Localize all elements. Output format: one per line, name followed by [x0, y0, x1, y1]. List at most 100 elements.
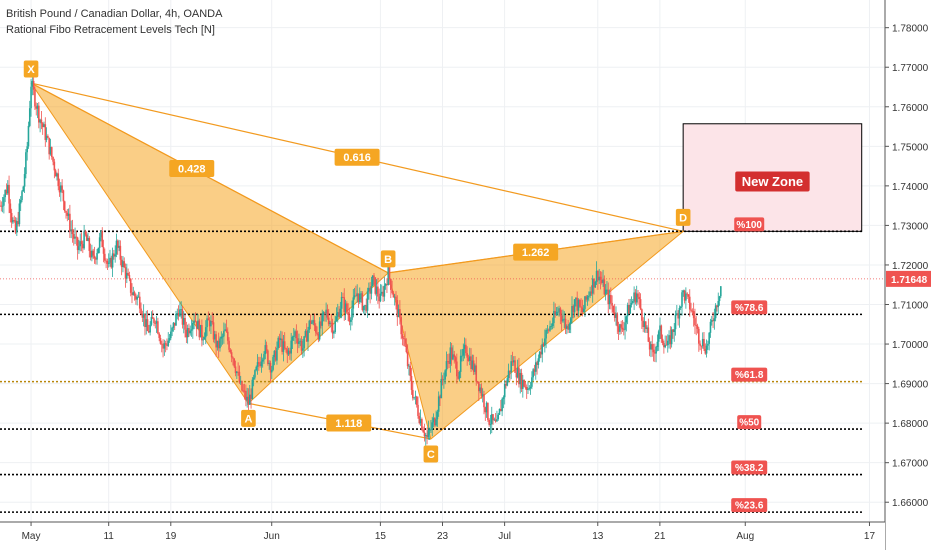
- candle-body: [490, 414, 493, 425]
- candle-body: [408, 365, 410, 367]
- candle-body: [505, 383, 507, 386]
- candle-body: [250, 394, 252, 400]
- candle-body: [634, 292, 637, 303]
- ratio-label-0-616: 0.616: [334, 148, 380, 166]
- candle-body: [461, 355, 463, 357]
- candle-body: [300, 340, 303, 351]
- point-label-d-bg: [675, 208, 691, 226]
- candle-body: [515, 372, 518, 378]
- candle-body: [441, 378, 444, 380]
- candle-body: [622, 329, 625, 331]
- candle-body: [349, 319, 352, 322]
- candle-body: [49, 147, 52, 155]
- candle-body: [96, 253, 98, 260]
- candle-body: [229, 349, 232, 353]
- fib-level-label-text: %23.6: [735, 501, 764, 512]
- candle-body: [214, 334, 216, 340]
- candle-body: [563, 318, 566, 320]
- candle-body: [102, 247, 105, 254]
- candle-body: [26, 146, 28, 153]
- candle-body: [277, 337, 280, 348]
- candle-body: [699, 343, 701, 346]
- candle-body: [83, 231, 85, 249]
- candle-body: [584, 296, 586, 309]
- candle-body: [360, 293, 362, 295]
- candle-body: [672, 329, 674, 332]
- candle-body: [322, 312, 325, 315]
- candle-body: [9, 203, 12, 213]
- candle-body: [698, 328, 700, 344]
- candle-body: [128, 275, 131, 279]
- point-label-x-bg: [23, 60, 39, 78]
- candle-body: [695, 325, 698, 326]
- candle-body: [58, 186, 61, 193]
- candle-body: [166, 344, 168, 346]
- candle-body: [518, 367, 520, 385]
- candle-body: [295, 331, 298, 339]
- candle-body: [430, 429, 432, 431]
- ratio-label-0-428-bg: [169, 159, 215, 177]
- indicator-title[interactable]: Rational Fibo Retracement Levels Tech [N…: [6, 24, 215, 36]
- candle-body: [273, 350, 276, 358]
- candle-body: [135, 295, 137, 300]
- candle-body: [313, 320, 316, 326]
- candle-body: [476, 381, 479, 383]
- candle-body: [705, 345, 708, 354]
- candle-body: [519, 372, 522, 385]
- candle-body: [485, 402, 488, 413]
- candle-body: [274, 350, 277, 361]
- price-tick-label: 1.75000: [892, 142, 929, 153]
- candle-body: [84, 231, 87, 235]
- ratio-label-0-428: 0.428: [169, 159, 215, 177]
- candle-body: [69, 213, 71, 232]
- candle-body: [41, 123, 44, 128]
- candle-body: [13, 220, 16, 221]
- candle-body: [591, 278, 594, 294]
- candle-body: [326, 309, 329, 318]
- candle-body: [157, 321, 159, 334]
- candle-body: [116, 240, 119, 248]
- candle-body: [585, 296, 588, 300]
- time-axis-bg: [0, 522, 885, 550]
- candle-body: [357, 293, 360, 303]
- candle-body: [496, 419, 498, 422]
- candle-body: [569, 318, 572, 324]
- new-zone-label-bg: [735, 171, 810, 192]
- candle-body: [144, 313, 146, 328]
- candle-body: [255, 366, 258, 371]
- candle-body: [57, 173, 60, 187]
- candle-body: [449, 347, 452, 364]
- candle-body: [540, 351, 542, 355]
- symbol-title[interactable]: British Pound / Canadian Dollar, 4h, OAN…: [6, 8, 223, 20]
- candle-body: [613, 312, 616, 318]
- price-tick-label: 1.71000: [892, 301, 929, 312]
- candle-body: [544, 338, 546, 346]
- candle-body: [243, 390, 246, 392]
- candle-body: [510, 361, 512, 373]
- candle-body: [107, 262, 110, 264]
- candle-body: [512, 360, 515, 363]
- candle-body: [75, 236, 78, 238]
- candle-body: [384, 283, 387, 286]
- candle-body: [458, 371, 461, 379]
- candle-body: [502, 397, 505, 399]
- candle-body: [3, 197, 5, 206]
- candle-body: [256, 362, 259, 367]
- candle-body: [426, 435, 428, 438]
- candle-body: [424, 435, 427, 437]
- candle-body: [48, 137, 50, 155]
- candle-body: [489, 424, 492, 425]
- candle-body: [371, 275, 374, 287]
- candle-body: [674, 314, 677, 330]
- candle-body: [378, 296, 380, 302]
- candle-body: [10, 212, 13, 223]
- candle-body: [142, 313, 145, 318]
- candle-body: [105, 260, 107, 262]
- candle-body: [400, 317, 402, 335]
- candle-body: [669, 335, 672, 345]
- point-label-b-text: B: [384, 254, 392, 266]
- candle-body: [366, 291, 369, 311]
- candle-body: [93, 255, 96, 259]
- candle-body: [233, 358, 236, 367]
